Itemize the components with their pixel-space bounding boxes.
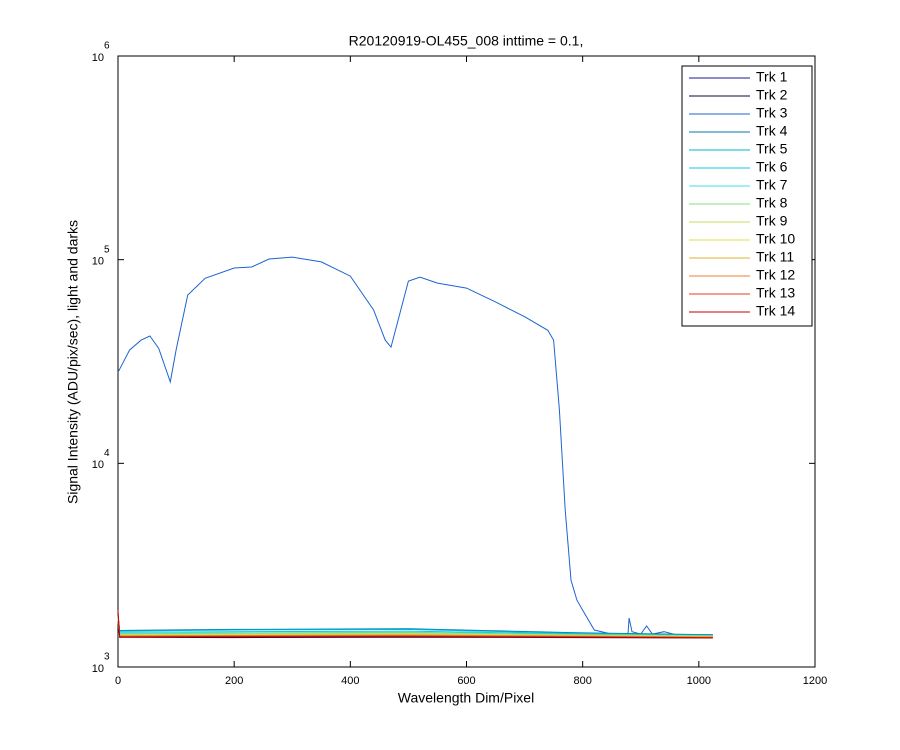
y-tick-exponent: 3 (104, 652, 110, 663)
legend-label: Trk 7 (756, 177, 788, 193)
legend-label: Trk 1 (756, 69, 788, 85)
y-axis-label: Signal Intensity (ADU/pix/sec), light an… (65, 220, 81, 504)
x-tick-label: 400 (341, 675, 359, 687)
x-tick-label: 1200 (803, 675, 827, 687)
y-tick-label: 10 (92, 459, 104, 471)
legend-label: Trk 9 (756, 213, 788, 229)
legend-label: Trk 2 (756, 87, 788, 103)
legend-label: Trk 13 (756, 285, 795, 301)
y-tick-exponent: 6 (104, 41, 110, 52)
x-tick-label: 600 (457, 675, 475, 687)
x-tick-label: 800 (573, 675, 591, 687)
x-tick-label: 1000 (687, 675, 711, 687)
legend-label: Trk 3 (756, 105, 788, 121)
legend-label: Trk 12 (756, 267, 795, 283)
legend-box (681, 65, 813, 327)
legend-label: Trk 6 (756, 159, 788, 175)
x-axis-label: Wavelength Dim/Pixel (398, 690, 534, 706)
y-tick-label: 10 (92, 52, 104, 64)
legend-label: Trk 4 (756, 123, 788, 139)
x-tick-label: 0 (115, 675, 121, 687)
y-tick-exponent: 4 (104, 448, 110, 459)
legend-label: Trk 8 (756, 195, 788, 211)
legend-label: Trk 11 (756, 249, 794, 265)
y-tick-exponent: 5 (104, 244, 110, 255)
legend-label: Trk 10 (756, 231, 795, 247)
series-line (117, 610, 713, 639)
series-line (117, 256, 713, 636)
legend-label: Trk 14 (756, 303, 795, 319)
x-tick-label: 200 (225, 675, 243, 687)
chart-title: R20120919-OL455_008 inttime = 0.1, (349, 33, 584, 49)
y-tick-label: 10 (92, 663, 104, 675)
y-tick-label: 10 (92, 256, 104, 268)
legend-label: Trk 5 (756, 141, 788, 157)
